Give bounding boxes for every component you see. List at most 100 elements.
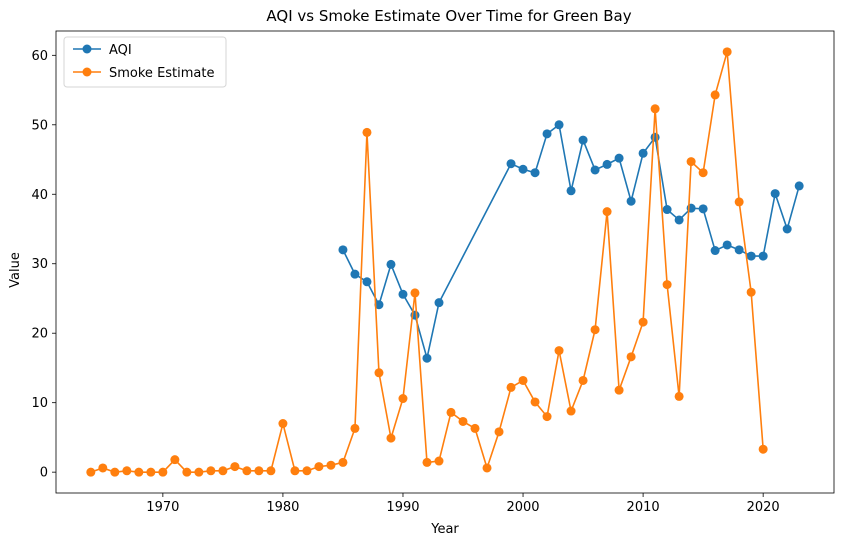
data-point-smoke-estimate [314, 462, 324, 472]
data-point-smoke-estimate [146, 467, 156, 477]
data-point-aqi [422, 353, 432, 363]
data-point-smoke-estimate [278, 419, 288, 429]
data-point-aqi [350, 269, 360, 279]
data-point-smoke-estimate [530, 397, 540, 407]
y-tick-label: 30 [31, 257, 48, 272]
data-point-smoke-estimate [482, 463, 492, 473]
x-tick-label: 2000 [506, 500, 539, 515]
data-point-smoke-estimate [386, 433, 396, 443]
data-point-aqi [578, 135, 588, 145]
data-point-aqi [530, 168, 540, 178]
data-point-smoke-estimate [98, 463, 108, 473]
data-point-smoke-estimate [134, 467, 144, 477]
data-point-smoke-estimate [86, 467, 96, 477]
data-point-smoke-estimate [458, 416, 468, 426]
data-point-smoke-estimate [410, 288, 420, 298]
y-tick-label: 0 [40, 466, 48, 481]
x-tick-label: 2010 [627, 500, 660, 515]
legend: AQI Smoke Estimate [63, 36, 227, 88]
y-tick-label: 60 [31, 49, 48, 64]
data-point-aqi [758, 251, 768, 261]
data-point-aqi [674, 215, 684, 225]
data-point-smoke-estimate [374, 368, 384, 378]
data-point-smoke-estimate [506, 382, 516, 392]
data-point-smoke-estimate [602, 207, 612, 217]
data-point-aqi [566, 186, 576, 196]
data-point-smoke-estimate [446, 407, 456, 417]
data-point-smoke-estimate [338, 457, 348, 467]
data-point-aqi [374, 300, 384, 310]
data-point-aqi [782, 224, 792, 234]
data-point-smoke-estimate [206, 466, 216, 476]
legend-aqi-marker [82, 44, 92, 54]
data-point-aqi [662, 205, 672, 215]
data-point-smoke-estimate [662, 280, 672, 290]
data-point-aqi [722, 240, 732, 250]
y-tick-label: 40 [31, 188, 48, 203]
data-point-aqi [602, 159, 612, 169]
data-point-smoke-estimate [518, 375, 528, 385]
data-point-aqi [434, 298, 444, 308]
data-point-aqi [398, 289, 408, 299]
y-tick-label: 20 [31, 327, 48, 342]
data-point-smoke-estimate [494, 427, 504, 437]
x-tick-label: 1980 [266, 500, 299, 515]
y-tick-label: 50 [31, 118, 48, 133]
y-tick-label: 10 [31, 396, 48, 411]
data-point-aqi [650, 132, 660, 142]
data-point-aqi [338, 245, 348, 255]
series-aqi [338, 120, 804, 363]
data-point-smoke-estimate [614, 385, 624, 395]
data-point-smoke-estimate [566, 406, 576, 416]
data-point-smoke-estimate [266, 466, 276, 476]
data-point-smoke-estimate [182, 467, 192, 477]
data-point-aqi [698, 204, 708, 214]
data-point-smoke-estimate [254, 466, 264, 476]
data-point-smoke-estimate [398, 394, 408, 404]
data-point-aqi [638, 148, 648, 158]
legend-smoke-label: Smoke Estimate [109, 66, 215, 81]
data-point-aqi [734, 245, 744, 255]
y-axis-label: Value [8, 252, 23, 288]
data-point-smoke-estimate [734, 197, 744, 207]
data-point-aqi [770, 189, 780, 199]
data-point-smoke-estimate [122, 466, 132, 476]
data-point-aqi [506, 159, 516, 169]
legend-smoke-marker [82, 67, 92, 77]
data-point-smoke-estimate [362, 127, 372, 137]
data-point-smoke-estimate [110, 467, 120, 477]
data-point-smoke-estimate [650, 104, 660, 114]
data-point-smoke-estimate [590, 325, 600, 335]
data-point-smoke-estimate [350, 423, 360, 433]
data-point-aqi [710, 246, 720, 256]
chart-title: AQI vs Smoke Estimate Over Time for Gree… [266, 7, 631, 25]
series-smoke-estimate [86, 47, 768, 477]
data-point-smoke-estimate [158, 467, 168, 477]
data-point-smoke-estimate [686, 157, 696, 167]
data-point-smoke-estimate [194, 467, 204, 477]
data-point-smoke-estimate [242, 466, 252, 476]
data-point-smoke-estimate [710, 90, 720, 100]
data-point-smoke-estimate [542, 412, 552, 422]
plot-frame [55, 30, 835, 494]
data-point-aqi [746, 251, 756, 261]
data-point-smoke-estimate [470, 423, 480, 433]
data-point-smoke-estimate [698, 168, 708, 178]
data-point-smoke-estimate [722, 47, 732, 57]
legend-aqi-label: AQI [109, 43, 132, 58]
x-tick-label: 1970 [146, 500, 179, 515]
data-point-smoke-estimate [170, 455, 180, 465]
data-point-aqi [794, 181, 804, 191]
data-point-aqi [554, 120, 564, 130]
data-point-aqi [542, 129, 552, 139]
data-point-aqi [518, 164, 528, 174]
data-point-aqi [362, 277, 372, 287]
x-tick-label: 1990 [386, 500, 419, 515]
x-axis-label: Year [430, 522, 459, 537]
data-point-smoke-estimate [578, 375, 588, 385]
data-point-smoke-estimate [218, 466, 228, 476]
data-point-aqi [614, 153, 624, 163]
data-point-smoke-estimate [758, 444, 768, 454]
